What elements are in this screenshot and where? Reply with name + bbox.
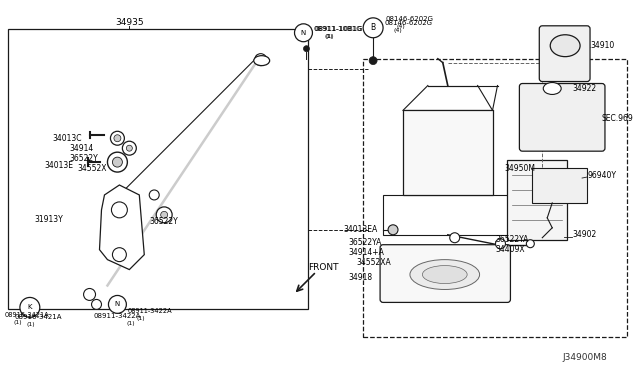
Text: 08911-10B1G: 08911-10B1G	[314, 26, 362, 32]
Text: 08911-3422A: 08911-3422A	[93, 313, 141, 319]
Ellipse shape	[550, 35, 580, 57]
Polygon shape	[99, 185, 144, 270]
Text: 08916-3421A: 08916-3421A	[15, 314, 63, 320]
Circle shape	[495, 239, 506, 249]
Text: J34900M8: J34900M8	[562, 353, 607, 362]
Text: 34013EA: 34013EA	[343, 225, 378, 234]
Text: 34922: 34922	[572, 84, 596, 93]
Text: 08911-10B1G: 08911-10B1G	[314, 26, 363, 32]
Circle shape	[149, 190, 159, 200]
Circle shape	[156, 207, 172, 223]
FancyBboxPatch shape	[540, 26, 590, 81]
Circle shape	[303, 46, 310, 52]
Circle shape	[255, 54, 267, 65]
Text: 34918: 34918	[348, 273, 372, 282]
Text: 34013C: 34013C	[52, 134, 82, 143]
Bar	[383, 195, 527, 235]
Text: (1): (1)	[14, 320, 22, 325]
Bar	[8, 29, 308, 310]
Circle shape	[526, 240, 534, 248]
Circle shape	[111, 131, 124, 145]
Ellipse shape	[410, 260, 479, 289]
Text: 31913Y: 31913Y	[35, 215, 63, 224]
FancyBboxPatch shape	[520, 84, 605, 151]
Text: SEC.969: SEC.969	[602, 114, 634, 123]
Circle shape	[388, 225, 398, 235]
Text: 34910: 34910	[590, 41, 614, 50]
Text: FRONT: FRONT	[308, 263, 339, 272]
FancyBboxPatch shape	[380, 245, 511, 302]
Text: 08146-6202G: 08146-6202G	[385, 16, 433, 22]
Text: 34902: 34902	[572, 230, 596, 239]
Text: 96940Y: 96940Y	[587, 170, 616, 180]
Text: 34409X: 34409X	[495, 245, 525, 254]
Text: 34552XA: 34552XA	[356, 258, 391, 267]
Text: 34950M: 34950M	[504, 164, 536, 173]
Ellipse shape	[253, 56, 269, 65]
Bar	[363, 59, 627, 337]
Text: 34914: 34914	[70, 144, 94, 153]
Text: 36522Y: 36522Y	[70, 154, 99, 163]
Text: 08916-3421A: 08916-3421A	[5, 312, 50, 318]
Text: 08911-3422A: 08911-3422A	[127, 308, 172, 314]
Circle shape	[126, 145, 132, 151]
Circle shape	[20, 298, 40, 317]
Text: (1): (1)	[325, 34, 334, 39]
Text: 34552X: 34552X	[77, 164, 107, 173]
Text: 34935: 34935	[115, 18, 143, 27]
Text: (1): (1)	[324, 34, 333, 39]
Text: (1): (1)	[126, 321, 135, 326]
Text: (1): (1)	[136, 316, 145, 321]
Circle shape	[114, 135, 121, 142]
Circle shape	[161, 211, 168, 218]
Circle shape	[363, 18, 383, 38]
Ellipse shape	[422, 266, 467, 283]
Circle shape	[450, 233, 460, 243]
Text: 08146-6202G: 08146-6202G	[384, 20, 432, 26]
Bar	[532, 168, 587, 203]
Circle shape	[108, 152, 127, 172]
Text: 36522YA: 36522YA	[495, 235, 529, 244]
Text: (4): (4)	[393, 28, 402, 33]
Circle shape	[92, 299, 102, 310]
Circle shape	[122, 141, 136, 155]
Bar	[508, 160, 567, 240]
Text: N: N	[115, 301, 120, 307]
Text: (1): (1)	[27, 322, 35, 327]
Circle shape	[113, 157, 122, 167]
Text: (4): (4)	[396, 24, 404, 29]
Text: 34914+A: 34914+A	[348, 248, 384, 257]
Circle shape	[84, 288, 95, 301]
Ellipse shape	[543, 83, 561, 94]
Circle shape	[294, 24, 312, 42]
Text: 34013E: 34013E	[45, 161, 74, 170]
Bar	[403, 110, 493, 195]
Text: 36522Y: 36522Y	[149, 217, 178, 226]
Circle shape	[369, 57, 377, 65]
Text: 36522YA: 36522YA	[348, 238, 381, 247]
Text: K: K	[28, 304, 32, 310]
Circle shape	[113, 248, 126, 262]
Bar	[532, 100, 592, 140]
Text: N: N	[301, 30, 306, 36]
Text: B: B	[371, 23, 376, 32]
Circle shape	[111, 202, 127, 218]
Circle shape	[108, 295, 126, 313]
